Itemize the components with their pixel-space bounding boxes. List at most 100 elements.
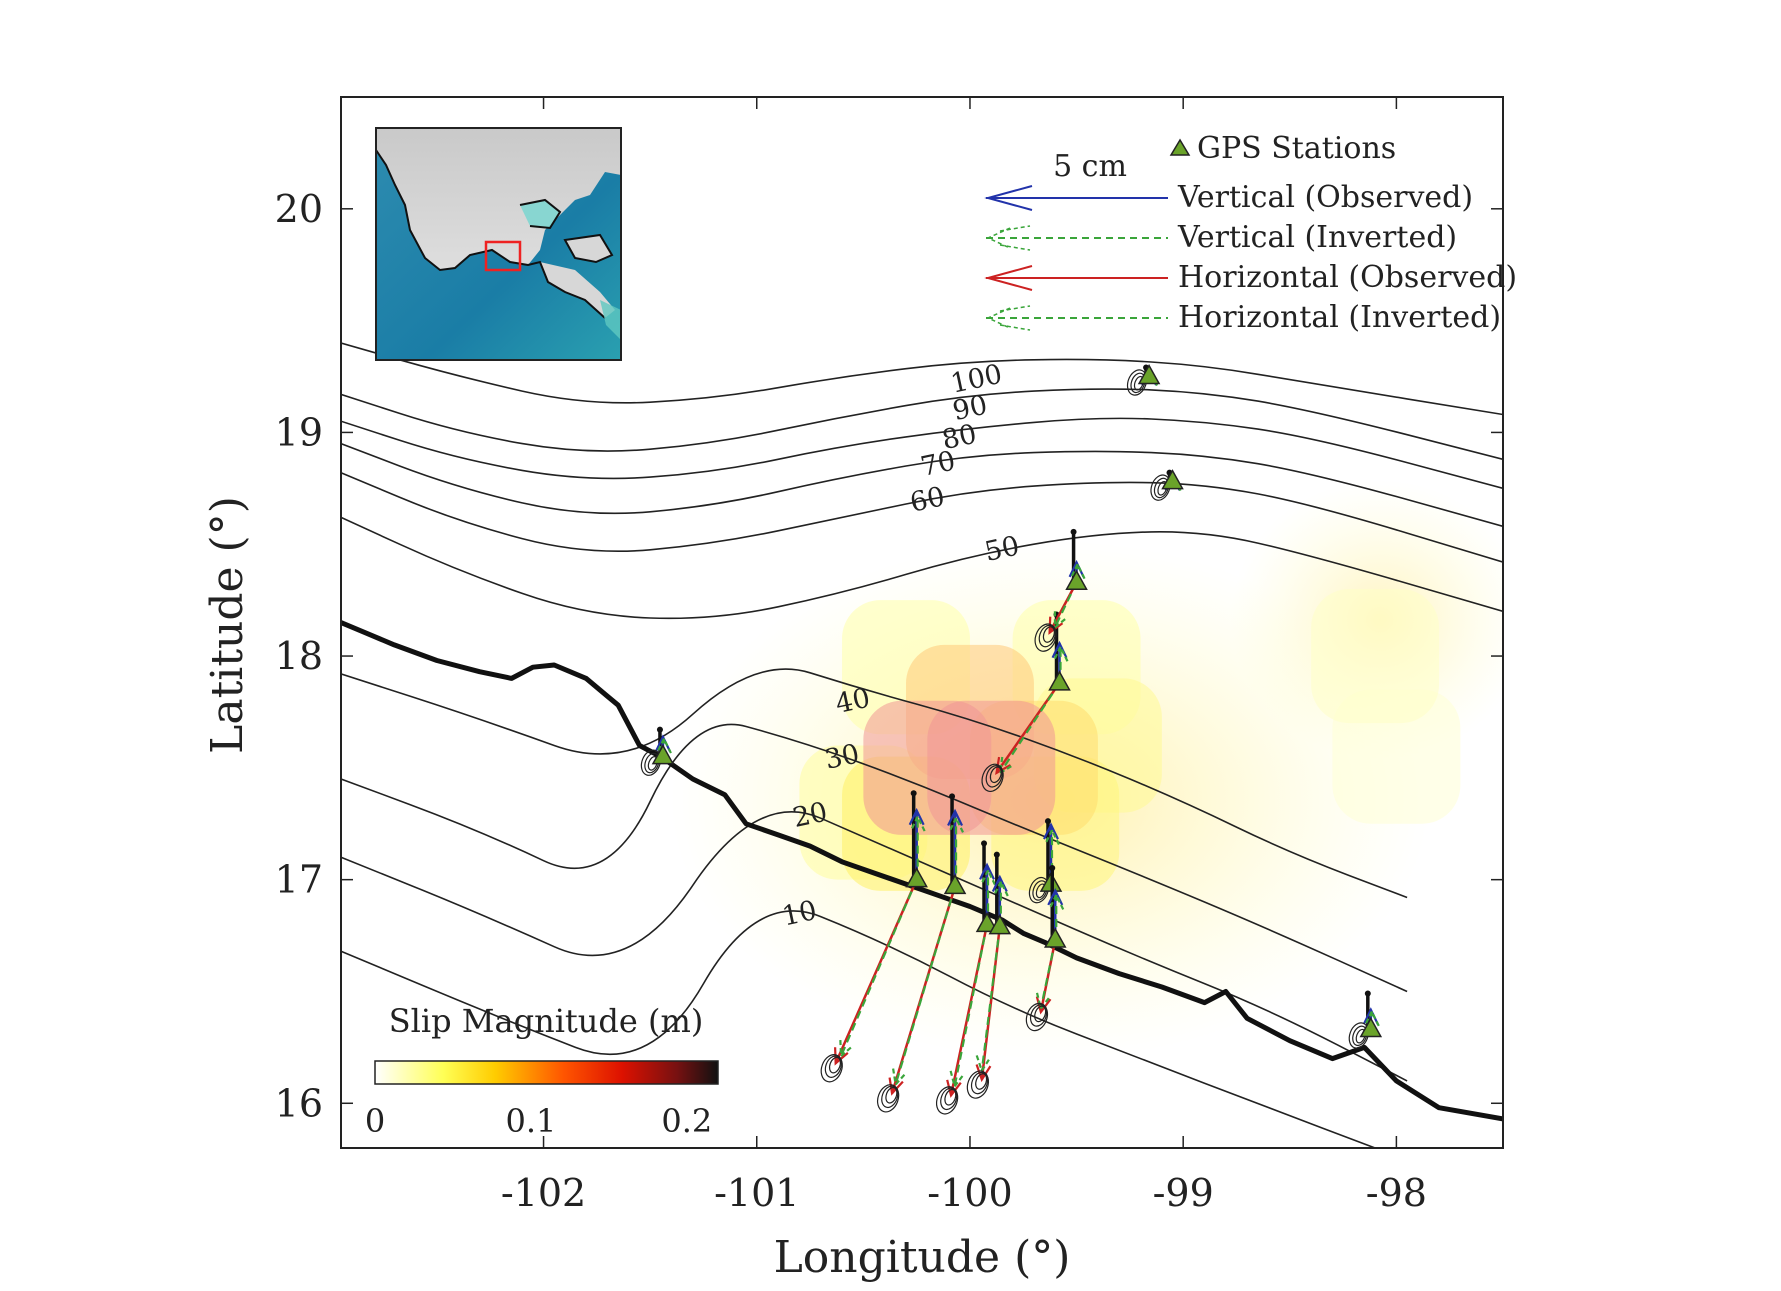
error-ellipse: [944, 1088, 957, 1106]
error-ellipse: [1352, 1025, 1368, 1047]
gps-stations: [640, 363, 1383, 1115]
horizontal-inverted-arrow: [840, 879, 918, 1057]
error-ellipse: [644, 752, 660, 774]
gps-station-marker-icon: [1048, 670, 1071, 691]
colorbar: Slip Magnitude (m) 0 0.1 0.2: [365, 1002, 719, 1140]
legend-vertical-inverted: Vertical (Inverted): [1177, 220, 1457, 255]
legend-gps-label: GPS Stations: [1197, 131, 1396, 166]
contour-line-80: [341, 417, 1503, 490]
x-axis-ticks: -102 -101 -100 -99 -98: [501, 97, 1427, 1215]
error-ellipse: [647, 756, 658, 771]
contour-line-90: [341, 388, 1503, 461]
horizontal-observed-arrow-head: [888, 1077, 904, 1096]
x-axis-title: Longitude (°): [774, 1232, 1071, 1283]
horizontal-inverted-arrow-head: [1053, 611, 1069, 630]
inset-map: [375, 127, 622, 361]
contour-line-20: [341, 811, 1408, 1082]
error-ellipse: [989, 766, 1002, 784]
error-ellipse: [876, 1084, 900, 1113]
error-ellipse: [1126, 369, 1148, 396]
horizontal-inverted-arrow-head: [975, 1055, 992, 1074]
contour-label-40: 40: [833, 683, 873, 720]
inset-study-area-box: [484, 240, 522, 272]
inset-frame: [375, 127, 622, 361]
inset-coastlines: [376, 149, 614, 319]
gps-station: [1034, 528, 1088, 652]
gps-station-marker-icon: [1359, 1016, 1383, 1038]
gps-station: [1150, 469, 1184, 501]
colorbar-gradient: [374, 1060, 719, 1085]
slip-patch: [1311, 588, 1440, 724]
gps-station: [640, 726, 675, 776]
error-ellipse: [1034, 623, 1057, 652]
error-ellipse: [1038, 624, 1056, 648]
gps-station-marker-icon: [651, 744, 675, 765]
contour-label-50: 50: [982, 530, 1022, 567]
horizontal-inverted-arrow-head: [998, 756, 1015, 775]
y-tick-label: 18: [275, 634, 323, 678]
legend-vertical-inverted-arrow-icon: [986, 225, 1031, 251]
inset-land-central-america: [540, 262, 615, 318]
horizontal-inverted-arrow-head: [949, 1070, 966, 1089]
error-ellipse: [881, 1085, 899, 1109]
gps-station-marker-icon: [1161, 469, 1184, 490]
colorbar-tick-label: 0: [365, 1102, 385, 1140]
error-ellipse: [1348, 1022, 1369, 1049]
colorbar-title: Slip Magnitude (m): [389, 1002, 704, 1040]
vertical-observed-arrow-head: [1362, 1007, 1379, 1025]
contour-line-10: [341, 910, 1376, 1148]
vertical-error-cap: [981, 840, 988, 847]
coastline: [341, 620, 1503, 1122]
colorbar-tick-label: 0.1: [505, 1102, 556, 1140]
horizontal-inverted-arrow: [953, 924, 989, 1087]
vertical-observed-arrow-head: [908, 807, 925, 826]
x-tick-label: -101: [714, 1171, 799, 1215]
gps-station: [981, 611, 1071, 793]
vertical-inverted-arrow-head: [1363, 1008, 1380, 1027]
contour-label-10: 10: [779, 895, 819, 932]
vertical-inverted-arrow-head: [1044, 827, 1060, 846]
vertical-error-cap: [656, 726, 663, 733]
error-ellipse: [1034, 1005, 1047, 1023]
contour-label-80: 80: [939, 419, 979, 456]
error-ellipse: [1035, 883, 1046, 899]
horizontal-inverted-arrow-head: [839, 1040, 854, 1059]
vertical-error-cap: [1364, 990, 1371, 997]
vertical-observed-arrow-head: [1068, 559, 1085, 578]
error-ellipse: [935, 1086, 959, 1115]
error-ellipse: [1130, 372, 1146, 394]
contour-label-30: 30: [822, 738, 862, 775]
error-ellipse: [966, 1070, 990, 1099]
vertical-inverted-arrow-head: [1048, 892, 1065, 910]
error-ellipse: [970, 1071, 989, 1095]
error-ellipse: [1025, 1002, 1049, 1032]
legend-scale-label: 5 cm: [1053, 149, 1127, 184]
contour-line-40: [341, 668, 1408, 899]
colorbar-tick-label: 0.2: [661, 1102, 712, 1140]
vertical-inverted-arrow-head: [909, 814, 926, 832]
inset-land-mexico: [376, 128, 621, 270]
vertical-inverted-arrow-head: [1052, 644, 1069, 662]
vertical-error-cap: [949, 793, 956, 800]
inset-shelf-caribbean: [600, 300, 621, 340]
vertical-error-cap: [910, 790, 917, 797]
axes-frame: [340, 96, 1504, 1149]
error-ellipse: [1157, 480, 1168, 496]
horizontal-observed-arrow: [980, 926, 1002, 1080]
colorbar-ticks: 0 0.1 0.2: [365, 1102, 712, 1140]
horizontal-inverted-arrow-head: [892, 1068, 908, 1087]
vertical-inverted-arrow-head: [992, 879, 1009, 897]
error-ellipse: [640, 749, 662, 776]
contour-label-90: 90: [950, 390, 990, 427]
y-tick-label: 19: [275, 410, 323, 454]
gps-station-marker-icon: [905, 867, 928, 888]
error-ellipse: [885, 1086, 898, 1104]
contour-label-60: 60: [907, 481, 947, 518]
horizontal-observed-arrow-head: [946, 1079, 962, 1098]
horizontal-inverted-arrow: [894, 886, 957, 1085]
legend: GPS Stations 5 cm Vertical (Observed) Ve…: [984, 131, 1517, 335]
horizontal-inverted-arrow: [1053, 581, 1078, 628]
legend-gps-marker-icon: [1169, 138, 1191, 156]
vertical-observed-arrow-head: [654, 734, 671, 752]
